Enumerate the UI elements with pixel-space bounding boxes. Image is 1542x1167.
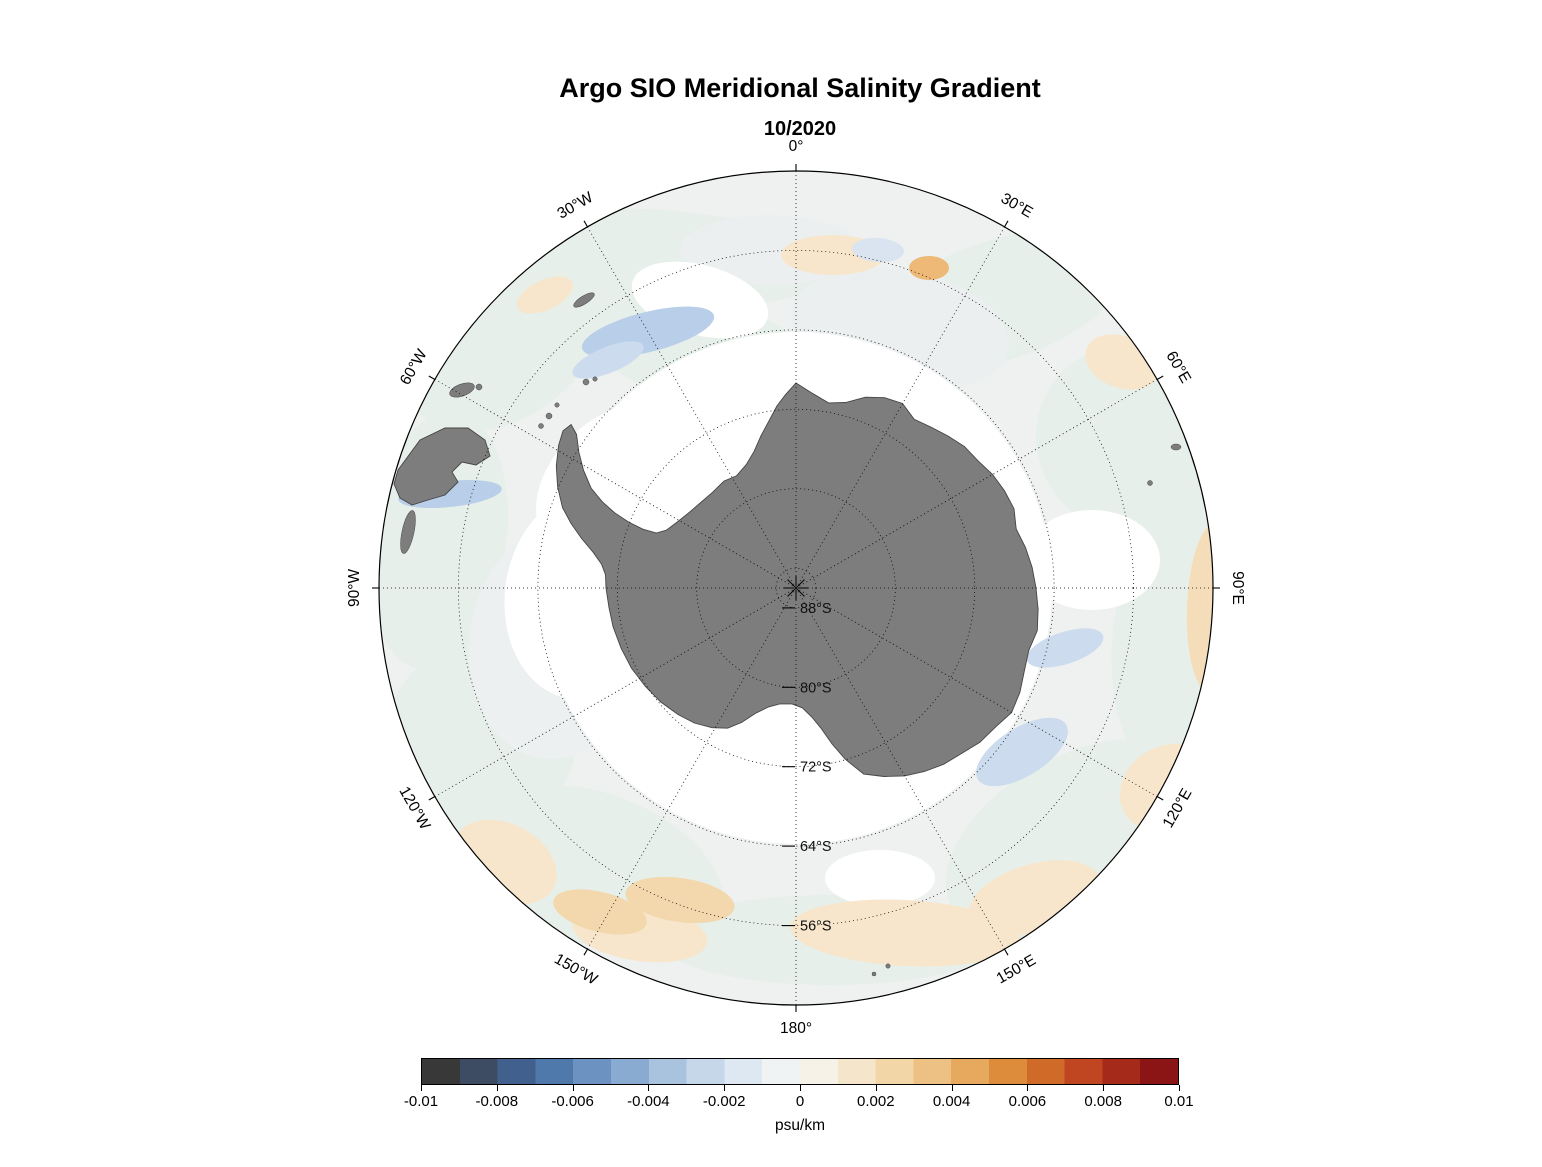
latitude-labels: 88°S 80°S 72°S 64°S 56°S: [782, 601, 832, 935]
latitude-label: 88°S: [800, 601, 832, 617]
longitude-label: 30°E: [998, 190, 1036, 222]
chart-title: Argo SIO Meridional Salinity Gradient: [559, 73, 1041, 103]
field-patch: [625, 876, 735, 924]
antarctica-landmass: [555, 382, 1039, 777]
island: [573, 292, 595, 308]
longitude-tick: [428, 375, 436, 380]
longitude-label: 180°: [780, 1020, 812, 1037]
field-patch: [1024, 510, 1160, 610]
island: [1147, 480, 1153, 486]
longitude-label: 30°W: [555, 189, 597, 223]
latitude-label: 56°S: [800, 919, 832, 935]
colorbar-tick: [572, 1085, 574, 1091]
latitude-label: 80°S: [800, 680, 832, 696]
field-patch: [1026, 628, 1104, 668]
polar-map: Argo SIO Meridional Salinity Gradient 10…: [346, 73, 1246, 1037]
colorbar-tick-label: 0.01: [1164, 1093, 1194, 1110]
colorbar-tick-label: 0.002: [857, 1093, 895, 1110]
colorbar-tick-label: -0.004: [627, 1093, 670, 1110]
colorbar-tick: [496, 1085, 498, 1091]
colorbar-label-row: -0.01 -0.008 -0.006 -0.004 -0.002 0 0.002 0.004…: [404, 1093, 1194, 1112]
island: [554, 402, 560, 408]
meridian-line: [434, 379, 797, 589]
island: [592, 376, 598, 382]
colorbar-tick-label: 0.006: [1008, 1093, 1047, 1110]
field-patch: [976, 717, 1068, 787]
colorbar-tick: [951, 1085, 953, 1091]
colorbar-tick: [648, 1085, 650, 1091]
field-patch: [825, 850, 935, 906]
island: [538, 423, 544, 429]
longitude-label: 0°: [789, 138, 804, 155]
island: [400, 510, 416, 554]
longitude-label: 150°E: [994, 952, 1039, 988]
longitude-label: 150°W: [551, 951, 600, 989]
colorbar-tick-row: [421, 1085, 1180, 1091]
meridian-line: [587, 226, 797, 589]
latitude-grid-circle: [616, 408, 976, 768]
longitude-tick: [583, 220, 588, 228]
colorbar-tick-label: -0.01: [403, 1093, 439, 1110]
colorbar-tick-label: -0.006: [551, 1093, 594, 1110]
island: [871, 971, 877, 977]
colorbar-tick: [1103, 1085, 1105, 1091]
colorbar-tick: [724, 1085, 726, 1091]
field-patch: [852, 237, 904, 263]
longitude-ticks: [372, 164, 1220, 1012]
pole-marker: [784, 576, 808, 600]
colorbar-tick: [800, 1085, 801, 1091]
latitude-label: 72°S: [800, 760, 832, 776]
chart-subtitle: 10/2020: [764, 118, 836, 140]
longitude-tick: [428, 796, 436, 801]
colorbar-tick-label: -0.008: [475, 1093, 519, 1110]
meridian-line: [795, 587, 1158, 797]
island: [582, 378, 590, 386]
colorbar-gradient: [421, 1058, 1179, 1085]
colorbar-tick: [1027, 1085, 1029, 1091]
longitude-tick: [1156, 796, 1164, 801]
island: [475, 383, 483, 391]
meridian-line: [795, 587, 1005, 950]
colorbar-tick-label: 0.008: [1084, 1093, 1122, 1110]
island: [449, 382, 475, 398]
longitude-label: 120°E: [1160, 786, 1196, 831]
longitude-tick: [1004, 220, 1009, 228]
land-group: [393, 292, 1182, 977]
longitude-label: 60°W: [397, 346, 431, 388]
island: [1170, 443, 1182, 451]
latitude-grid-circle: [458, 250, 1134, 926]
field-patch: [909, 256, 949, 280]
colorbar-tick: [1179, 1085, 1180, 1091]
graticule: [379, 171, 1213, 1005]
longitude-tick: [1004, 948, 1009, 956]
longitude-label: 120°W: [395, 784, 433, 833]
island: [545, 412, 553, 420]
south-america-tip: [393, 427, 491, 506]
island: [885, 963, 891, 969]
colorbar-unit-label: psu/km: [775, 1117, 825, 1134]
latitude-grid-circle: [775, 567, 817, 609]
field-patch: [553, 889, 647, 935]
longitude-tick: [1156, 375, 1164, 380]
field-patch: [1186, 523, 1213, 693]
longitude-label: 90°E: [1229, 571, 1246, 605]
colorbar-tick: [875, 1085, 877, 1091]
meridian-line: [434, 587, 797, 797]
latitude-label: 64°S: [800, 839, 832, 855]
meridian-line: [587, 587, 797, 950]
field-patch: [517, 276, 573, 314]
longitude-tick: [583, 948, 588, 956]
longitude-label: 90°W: [346, 569, 363, 607]
colorbar-tick-label: 0.004: [932, 1093, 971, 1110]
field-patch: [572, 341, 644, 379]
field-patch: [790, 899, 1020, 967]
colorbar-tick-label: 0: [795, 1093, 805, 1110]
meridian-line: [795, 379, 1158, 589]
map-root: 0° 30°E 60°E 90°E 120°E 150°E 180° 150°W 120°W 90…: [346, 138, 1246, 1037]
colorbar: -0.01 -0.008 -0.006 -0.004 -0.002 0 0.002 0.004…: [404, 1058, 1194, 1135]
colorbar-tick: [421, 1085, 422, 1091]
colorbar-tick-label: -0.002: [702, 1093, 746, 1110]
meridian-line: [795, 226, 1005, 589]
longitude-label: 60°E: [1162, 348, 1194, 386]
